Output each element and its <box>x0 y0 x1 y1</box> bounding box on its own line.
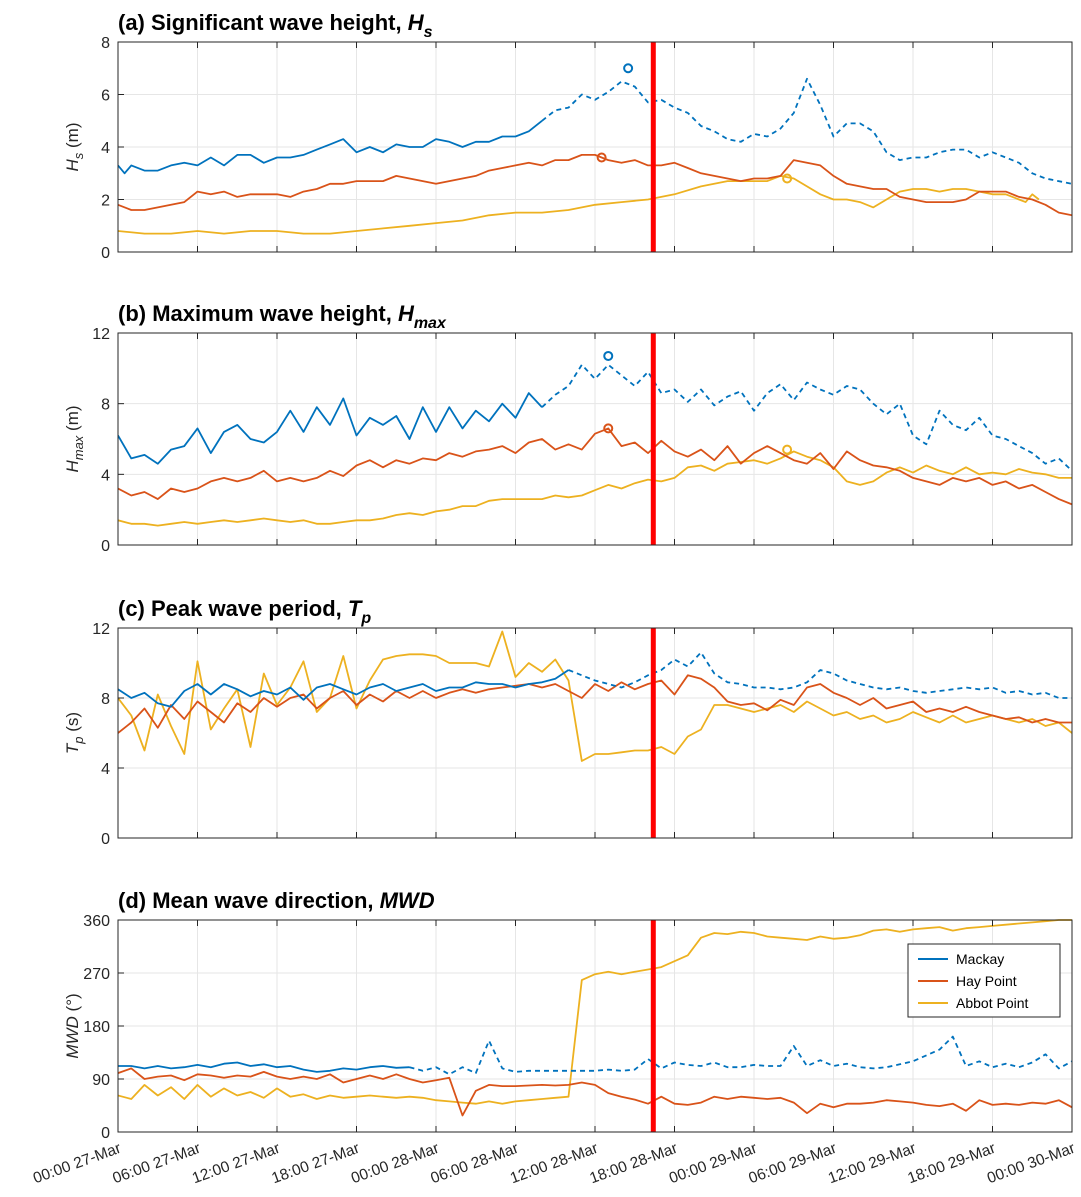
panel-title-subscript: s <box>424 24 433 41</box>
peak-marker-hay-point <box>603 423 614 434</box>
legend: Mackay Hay Point Abbot Point <box>907 943 1061 1018</box>
legend-label: Hay Point <box>956 973 1017 989</box>
series-group <box>118 919 1072 1117</box>
panel-title-text: (b) Maximum wave height, <box>118 301 398 326</box>
peak-marker-abbot-point <box>782 444 793 455</box>
series-mackay-dashed-line <box>541 363 1072 472</box>
series-mackay-line <box>118 392 543 465</box>
y-tick-label: 8 <box>101 691 110 708</box>
x-tick-label: 00:00 28-Mar <box>349 1140 441 1188</box>
series-mackay-line <box>118 120 543 175</box>
y-tick-label: 0 <box>101 1125 110 1142</box>
peak-marker-hay-point <box>596 152 607 163</box>
x-tick-label: 18:00 28-Mar <box>587 1140 679 1188</box>
y-tick-label: 12 <box>92 326 110 343</box>
y-tick-label: 4 <box>101 761 110 778</box>
series-group <box>118 350 1072 527</box>
panel-title-text: (d) Mean wave direction, <box>118 888 380 913</box>
panel-title-variable: T <box>348 596 363 621</box>
y-tick-label: 0 <box>101 538 110 555</box>
panel-title: (a) Significant wave height, Hs <box>118 10 433 41</box>
peak-marker-abbot-point <box>782 173 793 184</box>
panel-c: 0 4 8 12 (c) Peak wave period, Tp Tp (s) <box>63 596 1073 848</box>
y-tick-label: 4 <box>101 467 110 484</box>
x-tick-label: 18:00 27-Mar <box>269 1140 361 1188</box>
panel-title-variable: H <box>398 301 415 326</box>
series-hay-point-line <box>118 154 1072 217</box>
peak-marker-mackay <box>603 350 614 361</box>
y-tick-label: 4 <box>101 140 110 157</box>
y-tick-label: 270 <box>83 966 110 983</box>
legend-label: Mackay <box>956 951 1004 967</box>
series-group <box>118 630 1072 762</box>
panel-d: 0 90 180 270 360 (d) Mean wave direction, MWD… <box>63 888 1073 1142</box>
series-group <box>118 63 1072 235</box>
y-tick-label: 2 <box>101 193 110 210</box>
series-hay-point-line <box>118 427 1072 506</box>
series-mackay-dashed-line <box>541 77 1072 185</box>
panel-title-variable: H <box>408 10 425 35</box>
y-tick-label: 6 <box>101 88 110 105</box>
panel-title-text: (c) Peak wave period, <box>118 596 348 621</box>
x-tick-label: 12:00 28-Mar <box>508 1140 600 1188</box>
x-tick-label: 12:00 29-Mar <box>826 1140 918 1188</box>
series-hay-point-line <box>118 674 1072 734</box>
x-tick-label: 06:00 27-Mar <box>110 1140 202 1188</box>
x-tick-label: 18:00 29-Mar <box>905 1140 997 1188</box>
y-tick-label: 360 <box>83 913 110 930</box>
y-tick-label: 8 <box>101 35 110 52</box>
x-tick-label: 06:00 29-Mar <box>746 1140 838 1188</box>
series-abbot-point-line <box>118 630 1072 762</box>
panel-title: (d) Mean wave direction, MWD <box>118 888 435 913</box>
y-axis-label: Tp (s) <box>63 712 86 754</box>
y-tick-label: 180 <box>83 1019 110 1036</box>
series-mackay-dashed-line <box>409 1035 1072 1076</box>
series-abbot-point-line <box>118 919 1072 1105</box>
legend-label: Abbot Point <box>956 995 1028 1011</box>
y-tick-label: 90 <box>92 1072 110 1089</box>
panel-title-subscript: p <box>360 610 371 627</box>
y-tick-label: 0 <box>101 245 110 262</box>
x-tick-label: 00:00 30-Mar <box>985 1140 1077 1188</box>
series-mackay-line <box>118 1061 410 1073</box>
y-tick-label: 8 <box>101 397 110 414</box>
y-axis-label: Hs (m) <box>63 123 86 172</box>
panel-title: (b) Maximum wave height, Hmax <box>118 301 447 332</box>
x-tick-label: 12:00 27-Mar <box>190 1140 282 1188</box>
series-abbot-point-line <box>118 450 1072 527</box>
peak-marker-mackay <box>623 63 634 74</box>
series-mackay-line <box>118 669 569 708</box>
x-tick-label: 00:00 27-Mar <box>31 1140 123 1188</box>
series-hay-point-line <box>118 1067 1072 1117</box>
x-tick-label: 06:00 28-Mar <box>428 1140 520 1188</box>
panel-title-text: (a) Significant wave height, <box>118 10 408 35</box>
panel-title: (c) Peak wave period, Tp <box>118 596 371 627</box>
panel-title-subscript: max <box>414 315 447 332</box>
y-axis-label: MWD (°) <box>63 993 82 1058</box>
panel-title-variable: MWD <box>380 888 435 913</box>
y-tick-label: 12 <box>92 621 110 638</box>
series-mackay-dashed-line <box>568 651 1072 699</box>
x-tick-label: 00:00 29-Mar <box>667 1140 759 1188</box>
y-tick-label: 0 <box>101 831 110 848</box>
y-axis-label: Hmax (m) <box>63 405 86 472</box>
